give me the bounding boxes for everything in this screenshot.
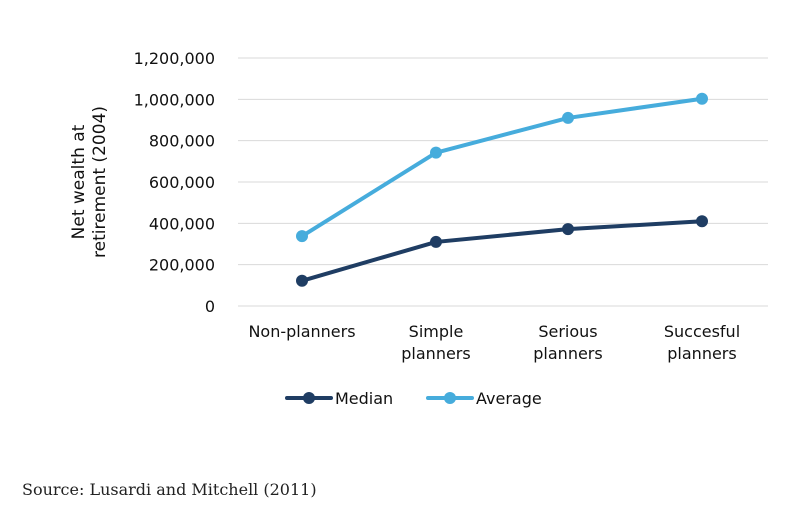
legend-label-average: Average <box>476 389 542 408</box>
data-point-average <box>430 146 442 159</box>
y-tick-label: 1,000,000 <box>134 90 215 109</box>
legend-marker-average <box>444 392 456 404</box>
x-tick-label: Non-planners <box>248 322 355 341</box>
x-tick-label: Simple planners <box>401 322 470 363</box>
data-point-median <box>430 235 442 248</box>
x-tick-label-line: planners <box>667 344 736 363</box>
y-axis-label-line: Net wealth at <box>69 124 89 239</box>
x-tick-label-line: planners <box>401 344 470 363</box>
legend: Median Average <box>285 389 542 408</box>
x-axis-ticks: Non-planners Simple planners Serious planner… <box>248 322 740 363</box>
y-tick-label: 600,000 <box>149 173 215 192</box>
y-tick-label: 200,000 <box>149 256 215 275</box>
y-axis-ticks: 0 200,000 400,000 600,000 800,000 1,000,000 1,… <box>134 49 215 316</box>
series-line-median <box>300 219 704 283</box>
x-tick-label-line: Serious <box>538 322 597 341</box>
data-point-average <box>696 92 708 105</box>
source-note: Source: Lusardi and Mitchell (2011) <box>22 480 317 499</box>
x-tick-label-line: planners <box>533 344 602 363</box>
legend-marker-median <box>303 392 315 404</box>
data-point-average <box>296 230 308 243</box>
data-point-average <box>562 111 574 124</box>
y-axis-label: Net wealth atretirement (2004) <box>69 106 110 258</box>
series-line-average <box>300 96 704 239</box>
legend-label-median: Median <box>335 389 393 408</box>
series <box>296 92 708 287</box>
y-tick-label: 800,000 <box>149 132 215 151</box>
data-point-median <box>296 274 308 287</box>
x-tick-label: Serious planners <box>533 322 602 363</box>
y-tick-label: 1,200,000 <box>134 49 215 68</box>
x-tick-label-line: Simple <box>409 322 464 341</box>
line-chart: 0 200,000 400,000 600,000 800,000 1,000,000 1,… <box>69 49 768 408</box>
y-tick-label: 400,000 <box>149 214 215 233</box>
grid-lines <box>238 57 768 307</box>
data-point-median <box>562 223 574 236</box>
x-tick-label-line: Non-planners <box>248 322 355 341</box>
y-axis-label-line: retirement (2004) <box>90 106 110 258</box>
x-tick-label-line: Succesful <box>664 322 740 341</box>
x-tick-label: Succesful planners <box>664 322 740 363</box>
y-tick-label: 0 <box>205 297 215 316</box>
data-point-median <box>696 215 708 228</box>
